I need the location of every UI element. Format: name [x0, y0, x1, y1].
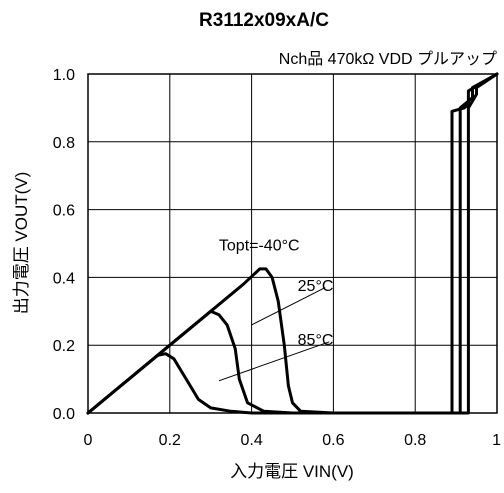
- series-line-0: [86, 72, 499, 415]
- x-tick-label: 0: [84, 432, 93, 449]
- x-tick-label: 0.8: [404, 432, 426, 449]
- y-tick-label: 1.0: [53, 67, 75, 84]
- y-tick-label: 0.8: [53, 135, 75, 152]
- y-axis-label: 出力電圧 VOUT(V): [12, 172, 31, 315]
- annotation-label-0: Topt=-40°C: [219, 237, 300, 254]
- annotation-label-1: 25°C: [298, 278, 334, 295]
- annotation-leader-line: [218, 341, 330, 382]
- grid: [88, 74, 497, 413]
- annotation-label-2: 85°C: [298, 332, 334, 349]
- tick-labels: 0 0.2 0.4 0.6 0.8 1 0.0 0.2 0.4 0.6 0.8 1.0: [53, 67, 501, 449]
- y-tick-label: 0.2: [53, 338, 75, 355]
- x-tick-label: 0.4: [240, 432, 262, 449]
- annotation-leader-line: [251, 287, 326, 326]
- chart-subtitle: Nch品 470kΩ VDD プルアップ: [279, 50, 497, 68]
- annotations: Topt=-40°C 25°C 85°C: [218, 237, 334, 382]
- x-tick-label: 0.6: [322, 432, 344, 449]
- y-tick-label: 0.4: [53, 270, 75, 287]
- series-lines: [86, 72, 499, 415]
- y-tick-label: 0.0: [53, 406, 75, 423]
- chart-title: R3112x09xA/C: [199, 10, 329, 31]
- y-tick-label: 0.6: [53, 203, 75, 220]
- x-axis-label: 入力電圧 VIN(V): [230, 462, 354, 481]
- series-line-2: [86, 72, 499, 415]
- x-tick-label: 1: [492, 432, 501, 449]
- x-tick-label: 0.2: [159, 432, 181, 449]
